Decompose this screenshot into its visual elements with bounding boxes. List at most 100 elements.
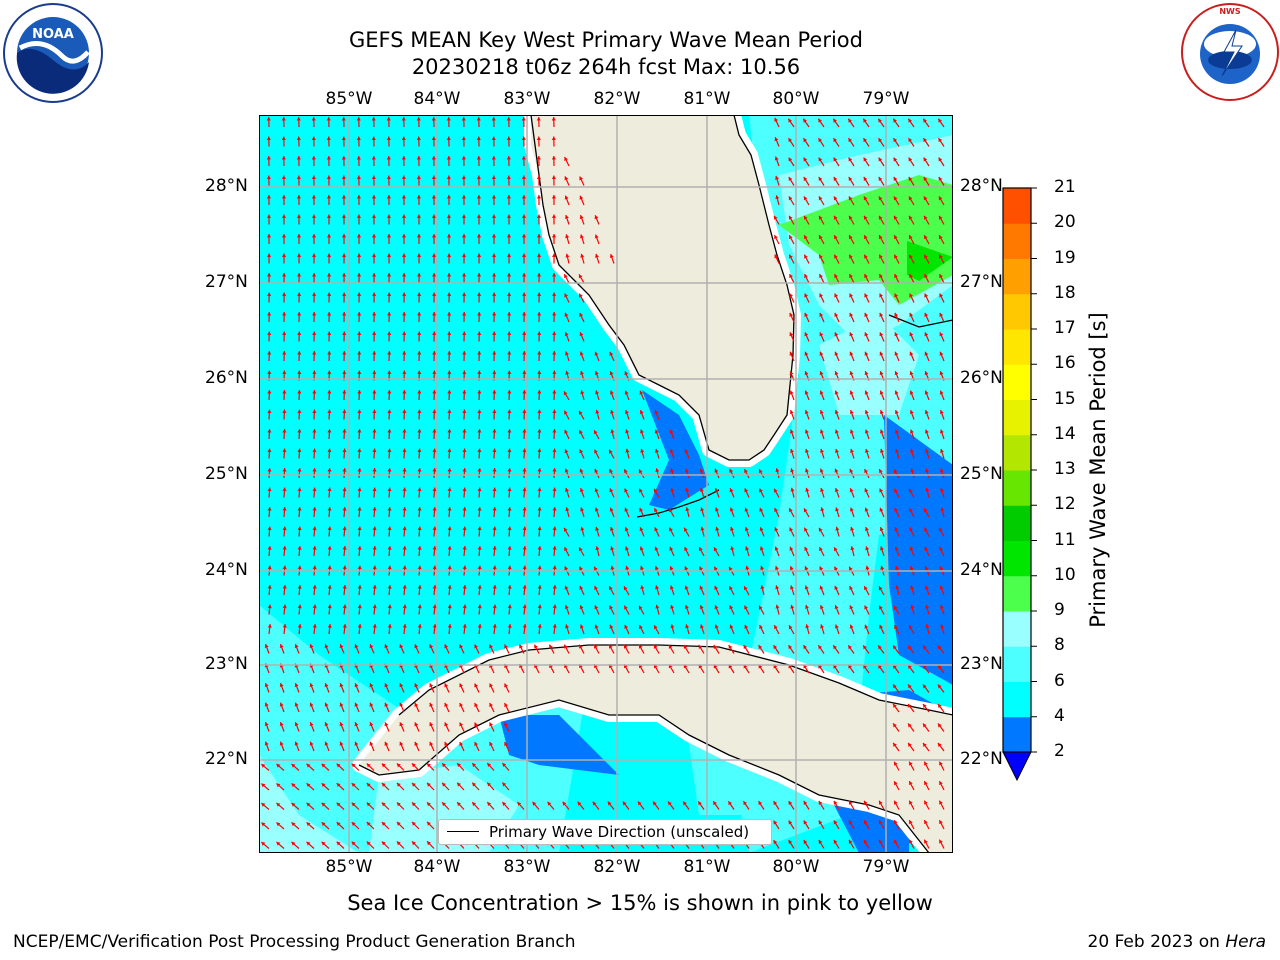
wave-arrow — [654, 527, 660, 537]
wave-arrow — [595, 409, 600, 420]
wave-arrow — [357, 487, 362, 498]
wave-arrow — [312, 467, 317, 479]
wave-arrow — [431, 136, 436, 147]
wave-arrow — [282, 350, 287, 362]
wave-arrow — [477, 448, 482, 459]
wave-arrow — [266, 194, 272, 206]
lon-label-bottom-2: 83°W — [503, 857, 551, 877]
wave-arrow — [803, 176, 810, 186]
wave-arrow — [864, 488, 870, 498]
wave-arrow — [417, 311, 422, 323]
colorbar-tick-label-16: 16 — [1054, 353, 1076, 374]
wave-arrow — [492, 350, 497, 362]
colorbar-tick-label-14: 14 — [1054, 423, 1076, 444]
wave-arrow — [893, 176, 900, 186]
wave-arrow — [580, 507, 585, 518]
wave-arrow — [894, 409, 900, 420]
wave-arrow — [522, 506, 527, 518]
lon-label-bottom-1: 84°W — [413, 857, 461, 877]
wave-arrow — [537, 409, 542, 420]
wave-arrow — [371, 136, 376, 147]
svg-text:NOAA: NOAA — [32, 27, 74, 42]
wave-arrow — [447, 545, 452, 557]
wave-arrow — [417, 292, 422, 303]
wave-arrow — [893, 469, 900, 479]
wave-arrow — [537, 545, 542, 557]
colorbar-segment — [1003, 364, 1031, 400]
wave-arrow — [578, 274, 585, 284]
wave-arrow — [564, 312, 570, 323]
lon-label-top-1: 84°W — [413, 89, 461, 109]
wave-arrow — [297, 448, 302, 459]
wave-arrow — [342, 272, 347, 284]
wave-arrow — [447, 487, 452, 498]
wave-arrow — [446, 233, 452, 245]
wave-arrow — [447, 448, 452, 459]
wave-arrow — [579, 449, 585, 459]
wave-arrow — [594, 487, 600, 498]
wave-arrow — [848, 215, 855, 225]
wave-arrow — [462, 526, 467, 537]
wave-arrow — [267, 311, 272, 323]
wave-arrow — [267, 448, 272, 459]
wave-arrow — [713, 547, 720, 557]
wave-arrow — [266, 155, 271, 167]
wave-arrow — [551, 214, 557, 225]
wave-arrow — [462, 467, 467, 479]
wave-arrow — [357, 409, 362, 420]
wave-arrow — [266, 253, 272, 264]
colorbar-segment — [1003, 540, 1031, 577]
wave-arrow — [833, 234, 840, 245]
wave-arrow — [878, 234, 885, 245]
wave-arrow — [312, 487, 317, 498]
wave-arrow — [578, 546, 585, 557]
wave-arrow — [835, 448, 840, 459]
wave-arrow — [923, 176, 930, 186]
colorbar-tick-label-10: 10 — [1054, 564, 1076, 585]
wave-arrow — [595, 526, 600, 537]
wave-arrow — [432, 526, 437, 537]
wave-arrow — [788, 215, 795, 225]
wave-arrow — [790, 487, 795, 498]
wave-arrow — [654, 429, 660, 440]
wave-arrow — [432, 311, 437, 323]
wave-arrow — [789, 546, 795, 557]
wave-arrow — [579, 351, 585, 362]
wave-arrow — [655, 448, 660, 459]
wave-arrow — [387, 292, 392, 303]
wave-arrow — [834, 351, 840, 362]
wave-arrow — [878, 215, 885, 225]
wave-arrow — [536, 116, 541, 128]
wave-arrow — [669, 546, 675, 557]
wave-arrow — [371, 214, 377, 225]
wave-arrow — [939, 390, 945, 401]
wave-arrow — [610, 546, 615, 557]
wave-arrow — [850, 448, 855, 459]
colorbar-tick-label-2: 2 — [1054, 741, 1065, 761]
wave-arrow — [507, 389, 512, 401]
wave-arrow — [924, 429, 930, 440]
wave-arrow — [357, 545, 362, 557]
wave-arrow — [296, 253, 302, 264]
wave-arrow — [342, 526, 347, 537]
wave-arrow — [477, 331, 482, 342]
wave-arrow — [623, 468, 630, 479]
wave-arrow — [522, 311, 527, 323]
wave-arrow — [402, 487, 407, 498]
wave-arrow — [863, 254, 870, 264]
sea-ice-caption: Sea Ice Concentration > 15% is shown in … — [347, 891, 933, 915]
wave-arrow — [282, 506, 287, 518]
wave-arrow — [877, 118, 885, 128]
wave-arrow — [818, 176, 825, 186]
wave-arrow — [849, 507, 855, 518]
wave-arrow — [491, 214, 497, 225]
wave-arrow — [804, 351, 810, 362]
wave-arrow — [387, 448, 392, 459]
wave-arrow — [551, 136, 556, 147]
wave-arrow — [609, 351, 615, 362]
wave-arrow — [311, 116, 316, 128]
wave-arrow — [341, 194, 347, 206]
wave-arrow — [940, 487, 945, 498]
wave-arrow — [864, 468, 870, 479]
wave-arrow — [552, 467, 557, 479]
